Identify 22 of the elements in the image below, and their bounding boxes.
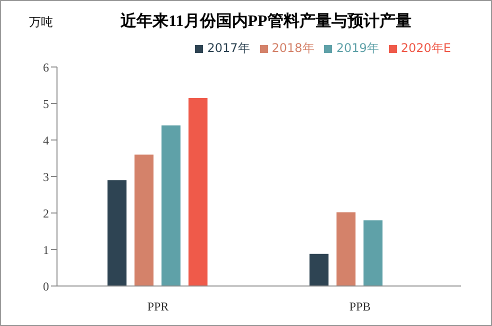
bar	[188, 98, 208, 286]
bar	[336, 212, 356, 286]
bar	[134, 154, 154, 286]
legend-label: 2019年	[336, 41, 379, 55]
x-tick-label: PPB	[349, 300, 371, 314]
y-tick-label: 6	[43, 60, 49, 74]
y-tick-label: 2	[43, 206, 49, 220]
bar	[364, 220, 382, 286]
legend-label: 2017年	[207, 41, 250, 55]
y-tick-label: 0	[43, 279, 49, 294]
y-tick-label: 5	[43, 96, 49, 111]
y-tick-label: 3	[43, 170, 49, 184]
y-tick-label: 4	[43, 133, 49, 148]
bar	[310, 254, 328, 286]
bar	[162, 125, 180, 286]
y-tick-label: 1	[43, 242, 49, 257]
legend-label: 2020年E	[400, 41, 451, 55]
bar	[108, 180, 126, 286]
legend-label: 2018年	[272, 41, 314, 55]
y-axis-title: 万吨	[29, 14, 53, 31]
chart-title: 近年来11月份国内PP管料产量与预计产量	[120, 13, 412, 30]
x-tick-label: PPR	[147, 300, 169, 314]
